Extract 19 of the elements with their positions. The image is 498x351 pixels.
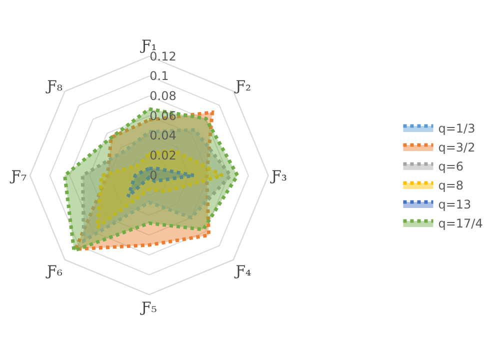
legend-label: q=17/4 [438, 216, 483, 231]
legend-label: q=13 [438, 198, 472, 212]
legend-label: q=8 [438, 178, 464, 193]
y-tick-label: 0 [150, 168, 158, 182]
y-tick-label: 0.1 [150, 69, 169, 84]
y-tick-label: 0.08 [150, 88, 176, 103]
spoke-label: Ƒ₅ [139, 300, 158, 316]
spoke-label: Ƒ₂ [234, 78, 252, 94]
spoke-label: Ƒ₄ [234, 264, 252, 280]
y-tick-label: 0.06 [150, 108, 176, 123]
spoke-label: Ƒ₇ [9, 168, 27, 184]
spoke-label: Ƒ₃ [270, 168, 287, 184]
spoke-label: Ƒ₆ [45, 264, 63, 280]
spoke-label: Ƒ₈ [45, 78, 63, 94]
y-tick-label: 0.02 [150, 148, 176, 163]
legend-label: q=3/2 [438, 140, 476, 155]
y-tick-label: 0.04 [150, 128, 176, 143]
legend-label: q=1/3 [438, 122, 476, 136]
legend-label: q=6 [438, 160, 464, 174]
